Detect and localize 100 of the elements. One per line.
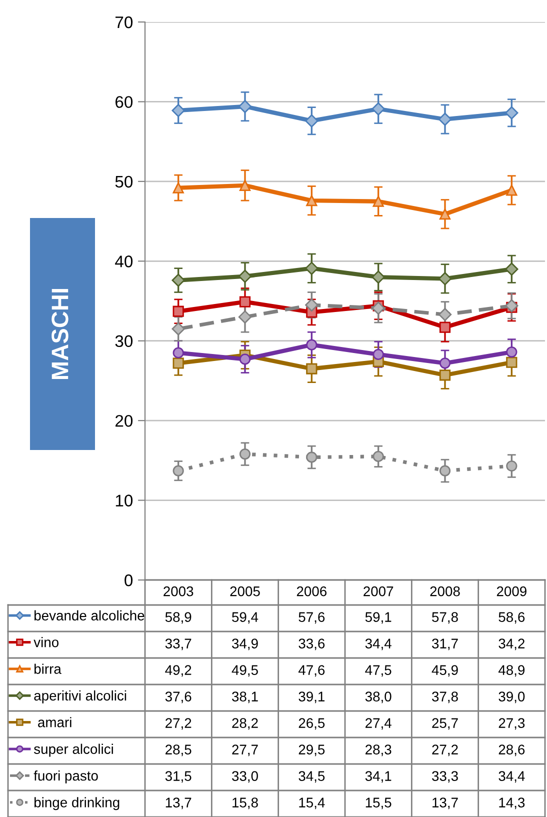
- y-tick-label: 50: [115, 176, 133, 188]
- data-label: 15,4: [299, 798, 325, 810]
- data-label: 34,5: [298, 771, 325, 783]
- point: [438, 112, 452, 126]
- point: [239, 180, 251, 191]
- point: [506, 184, 518, 196]
- data-label: 34,4: [365, 638, 392, 650]
- data-label: 27,4: [366, 718, 392, 730]
- point: [505, 106, 518, 120]
- data-label: 28,2: [232, 718, 258, 730]
- point: [172, 274, 185, 287]
- point: [238, 100, 252, 114]
- data-label: 34,2: [498, 638, 524, 650]
- data-label: 28,6: [498, 744, 525, 756]
- data-label: 13,7: [432, 798, 458, 810]
- data-label: 27,2: [166, 718, 192, 730]
- data-label: 28,3: [366, 744, 392, 756]
- point: [438, 272, 452, 286]
- point: [439, 322, 451, 333]
- point: [439, 208, 451, 220]
- point: [506, 346, 518, 358]
- data-label: 33,7: [165, 638, 192, 650]
- data-label: 48,9: [498, 665, 525, 677]
- point: [172, 358, 184, 369]
- point: [306, 363, 318, 374]
- x-tick-label: 2005: [230, 586, 260, 596]
- data-label: 47,6: [298, 665, 325, 677]
- data-label: 33,6: [298, 638, 325, 650]
- y-tick-label: 20: [115, 414, 133, 427]
- data-label: 27,7: [232, 744, 258, 756]
- data-label: 34,9: [232, 638, 258, 650]
- y-tick-label: 30: [115, 335, 133, 348]
- data-label: 13,7: [166, 798, 192, 810]
- y-tick-label: 40: [115, 256, 133, 268]
- data-label: 15,5: [366, 798, 392, 810]
- point: [238, 270, 252, 283]
- legend-label: amari: [38, 717, 72, 728]
- data-label: 49,2: [165, 665, 192, 677]
- point: [172, 104, 185, 118]
- point: [306, 339, 318, 350]
- point: [372, 270, 385, 284]
- data-label: 31,7: [432, 638, 458, 650]
- data-label: 38,1: [232, 692, 258, 704]
- point: [372, 102, 385, 116]
- legend-label: binge drinking: [34, 797, 120, 810]
- data-label: 37,8: [432, 692, 458, 704]
- point: [172, 347, 184, 358]
- data-label: 28,5: [166, 744, 192, 756]
- data-label: 34,1: [365, 771, 392, 783]
- point: [172, 306, 184, 317]
- data-label: 26,5: [298, 718, 325, 730]
- data-label: 33,3: [432, 771, 458, 783]
- y-tick-label: 10: [116, 494, 133, 506]
- point: [439, 370, 451, 381]
- data-label: 27,3: [498, 718, 525, 730]
- data-label: 59,1: [365, 612, 392, 624]
- data-label: 47,5: [365, 665, 392, 677]
- data-label: 29,5: [298, 744, 325, 756]
- data-label: 37,6: [165, 692, 192, 704]
- point: [506, 460, 518, 472]
- data-label: 27,2: [432, 744, 458, 756]
- data-label: 14,3: [499, 798, 525, 810]
- point: [439, 358, 451, 369]
- y-tick-label: 60: [116, 96, 133, 108]
- point: [372, 348, 384, 360]
- legend-label: fuori pasto: [34, 770, 98, 784]
- point: [172, 465, 184, 476]
- data-label: 57,6: [298, 612, 325, 624]
- legend-label: super alcolici: [34, 744, 113, 757]
- x-tick-label: 2008: [430, 586, 460, 596]
- legend-label: birra: [34, 664, 62, 674]
- point: [505, 262, 518, 276]
- point: [238, 310, 252, 324]
- point: [172, 322, 185, 336]
- point: [239, 296, 251, 308]
- y-tick-label: 0: [124, 574, 133, 586]
- point: [306, 195, 318, 206]
- data-label: 34,4: [498, 771, 525, 783]
- y-tick-label: 70: [116, 16, 133, 28]
- data-label: 33,0: [232, 771, 258, 783]
- y-axis-title: MASCHI: [52, 289, 68, 379]
- x-tick-label: 2009: [496, 586, 526, 596]
- legend-label: vino: [34, 637, 59, 648]
- data-label: 49,5: [232, 665, 258, 677]
- point: [372, 302, 385, 315]
- x-tick-label: 2006: [296, 586, 327, 596]
- point: [372, 196, 384, 207]
- data-label: 39,0: [498, 692, 525, 704]
- data-label: 25,7: [432, 718, 458, 730]
- data-label: 58,9: [165, 612, 192, 624]
- point: [505, 299, 518, 312]
- x-tick-label: 2003: [164, 586, 194, 596]
- data-label: 59,4: [232, 612, 258, 624]
- point: [306, 452, 318, 463]
- point: [239, 448, 251, 460]
- legend-label: aperitivi alcolici: [34, 690, 126, 704]
- legend-label: bevande alcoliche: [34, 610, 144, 621]
- data-label: 31,5: [165, 771, 192, 783]
- point: [506, 356, 518, 368]
- x-tick-label: 2007: [364, 586, 394, 596]
